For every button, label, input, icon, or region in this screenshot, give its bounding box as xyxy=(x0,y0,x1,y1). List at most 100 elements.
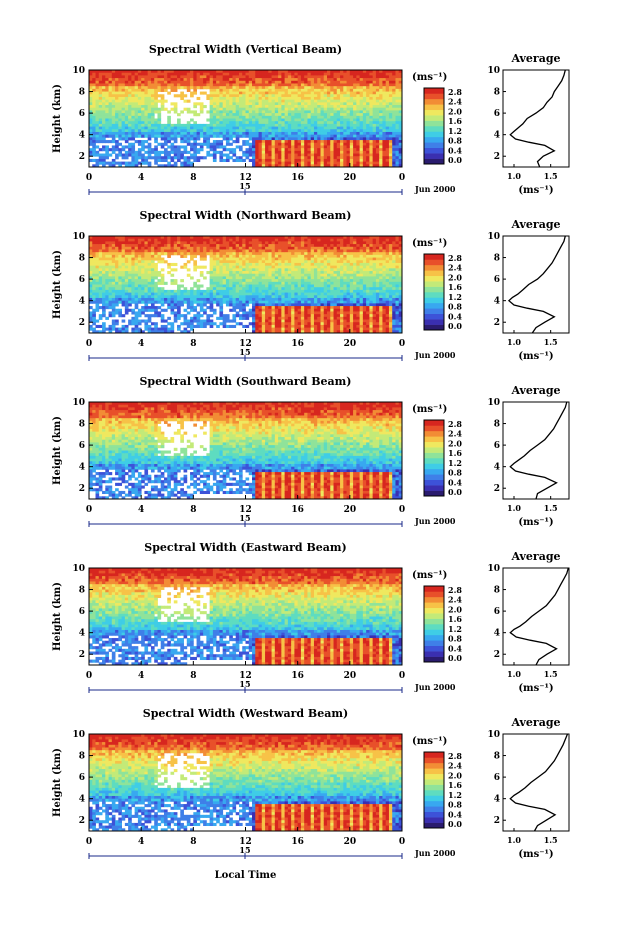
heatmap-cell xyxy=(238,279,243,283)
heatmap-cell xyxy=(291,118,295,122)
heatmap-cell xyxy=(121,246,126,250)
heatmap-cell xyxy=(278,308,282,312)
average-x-tick-label: 1.0 xyxy=(507,171,521,181)
heatmap-cell xyxy=(278,134,282,138)
heatmap-cell xyxy=(177,249,181,253)
heatmap-cell xyxy=(124,260,129,264)
heatmap-cell xyxy=(310,118,315,122)
heatmap-cell xyxy=(199,131,204,136)
heatmap-cell xyxy=(392,70,396,74)
heatmap-cell xyxy=(261,158,266,163)
heatmap-cell xyxy=(212,78,217,82)
heatmap-cell xyxy=(327,88,331,92)
heatmap-cell xyxy=(154,75,158,79)
heatmap-cell xyxy=(271,244,276,248)
heatmap-cell xyxy=(154,268,158,272)
heatmap-cell xyxy=(281,105,286,109)
heatmap-cell xyxy=(317,156,321,160)
heatmap-cell xyxy=(108,303,113,307)
heatmap-cell xyxy=(105,129,109,133)
heatmap-cell xyxy=(219,276,224,280)
heatmap-cell xyxy=(395,164,400,168)
heatmap-cell xyxy=(196,131,201,136)
heatmap-cell xyxy=(336,129,341,133)
heatmap-cell xyxy=(190,153,194,157)
heatmap-cell xyxy=(278,249,282,253)
heatmap-cell xyxy=(366,134,370,138)
heatmap-cell xyxy=(216,107,220,111)
heatmap-cell xyxy=(366,83,370,87)
heatmap-cell xyxy=(193,316,197,320)
heatmap-cell xyxy=(291,91,295,95)
heatmap-cell xyxy=(150,271,155,275)
heatmap-cell xyxy=(291,129,295,133)
heatmap-cell xyxy=(137,289,142,293)
heatmap-cell xyxy=(160,252,165,256)
heatmap-cell xyxy=(294,80,299,84)
heatmap-cell xyxy=(92,110,96,114)
heatmap-cell xyxy=(111,311,116,315)
heatmap-cell xyxy=(271,88,276,92)
heatmap-cell xyxy=(255,265,259,269)
heatmap-cell xyxy=(385,99,390,103)
heatmap-cell xyxy=(131,70,136,74)
heatmap-cell xyxy=(121,94,126,98)
heatmap-cell xyxy=(134,324,139,329)
heatmap-cell xyxy=(388,72,393,76)
heatmap-cell xyxy=(115,105,119,109)
heatmap-cell xyxy=(271,110,276,114)
heatmap-cell xyxy=(89,260,93,264)
heatmap-cell xyxy=(193,150,197,154)
heatmap-cell xyxy=(222,86,227,90)
heatmap-cell xyxy=(235,284,240,288)
heatmap-cell xyxy=(141,260,145,264)
heatmap-cell xyxy=(124,284,129,288)
heatmap-cell xyxy=(252,324,256,329)
heatmap-cell xyxy=(392,105,396,109)
heatmap-cell xyxy=(245,86,250,90)
heatmap-cell xyxy=(274,75,279,79)
heatmap-cell xyxy=(255,319,259,323)
heatmap-cell xyxy=(248,115,253,119)
heatmap-cell xyxy=(95,161,100,165)
heatmap-cell xyxy=(274,324,279,329)
heatmap-cell xyxy=(180,161,184,165)
heatmap-cell xyxy=(154,80,158,84)
heatmap-cell xyxy=(199,295,204,299)
heatmap-cell xyxy=(222,102,227,106)
heatmap-cell xyxy=(89,287,93,291)
heatmap-cell xyxy=(193,297,197,302)
heatmap-cell xyxy=(206,300,211,304)
heatmap-cell xyxy=(177,75,181,79)
heatmap-cell xyxy=(108,330,113,334)
heatmap-cell xyxy=(92,292,96,296)
heatmap-cell xyxy=(229,75,233,79)
heatmap-cell xyxy=(323,113,328,117)
heatmap-cell xyxy=(177,118,181,122)
heatmap-cell xyxy=(111,268,116,272)
heatmap-cell xyxy=(297,137,302,141)
heatmap-cell xyxy=(245,118,250,122)
heatmap-cell xyxy=(245,314,250,318)
heatmap-cell xyxy=(128,88,132,92)
heatmap-cell xyxy=(359,96,364,101)
heatmap-cell xyxy=(281,297,286,302)
heatmap-cell xyxy=(89,300,93,304)
heatmap-cell xyxy=(229,80,233,84)
heatmap-cell xyxy=(219,113,224,117)
heatmap-cell xyxy=(284,268,289,272)
heatmap-cell xyxy=(271,118,276,122)
heatmap-cell xyxy=(372,137,377,141)
heatmap-cell xyxy=(375,164,380,168)
heatmap-cell xyxy=(183,262,188,267)
heatmap-cell xyxy=(252,102,256,106)
heatmap-cell xyxy=(278,91,282,95)
heatmap-cell xyxy=(343,110,347,114)
heatmap-cell xyxy=(242,324,246,329)
heatmap-cell xyxy=(147,273,152,277)
heatmap-cell xyxy=(216,140,220,144)
heatmap-cell xyxy=(115,142,119,146)
heatmap-cell xyxy=(134,297,139,302)
heatmap-cell xyxy=(245,265,250,269)
heatmap-cell xyxy=(95,153,100,157)
